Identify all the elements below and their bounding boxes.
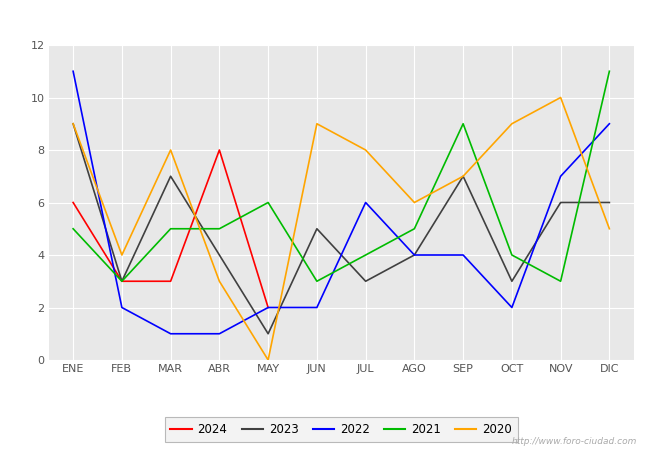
Legend: 2024, 2023, 2022, 2021, 2020: 2024, 2023, 2022, 2021, 2020 bbox=[164, 418, 518, 442]
Text: http://www.foro-ciudad.com: http://www.foro-ciudad.com bbox=[512, 436, 637, 446]
Text: Matriculaciones de Vehiculos en Frades: Matriculaciones de Vehiculos en Frades bbox=[174, 9, 476, 24]
